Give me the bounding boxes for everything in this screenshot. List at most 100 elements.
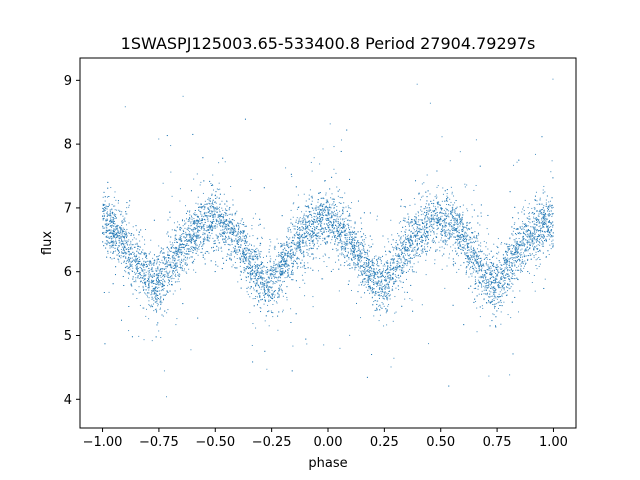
data-point bbox=[180, 236, 182, 238]
data-point bbox=[542, 220, 544, 222]
data-point bbox=[292, 254, 294, 256]
data-point bbox=[141, 251, 143, 253]
data-point bbox=[133, 253, 135, 255]
data-point bbox=[352, 230, 354, 232]
data-point bbox=[411, 243, 413, 245]
data-point bbox=[414, 255, 416, 257]
data-point bbox=[313, 157, 315, 159]
data-point bbox=[504, 267, 506, 269]
data-point bbox=[269, 269, 271, 271]
data-point bbox=[407, 247, 409, 249]
data-point bbox=[518, 238, 520, 239]
data-point bbox=[190, 222, 192, 224]
data-point bbox=[239, 274, 241, 276]
data-point bbox=[305, 232, 307, 234]
data-point bbox=[396, 263, 398, 265]
data-point bbox=[498, 285, 500, 287]
data-point bbox=[174, 235, 176, 237]
data-point bbox=[475, 262, 477, 264]
data-point bbox=[466, 227, 468, 229]
data-point bbox=[357, 242, 359, 244]
data-point bbox=[168, 272, 170, 274]
data-point bbox=[210, 183, 212, 185]
data-point bbox=[480, 269, 482, 271]
data-point bbox=[542, 240, 544, 242]
data-point bbox=[474, 237, 476, 239]
data-point bbox=[366, 252, 368, 254]
data-point bbox=[261, 267, 263, 269]
data-point bbox=[523, 243, 525, 245]
data-point bbox=[530, 230, 532, 232]
data-point bbox=[323, 261, 325, 263]
data-point bbox=[145, 261, 147, 262]
data-point bbox=[442, 193, 444, 195]
data-point bbox=[307, 226, 309, 228]
data-point bbox=[551, 222, 553, 224]
data-point bbox=[413, 198, 415, 200]
data-point bbox=[504, 282, 506, 284]
data-point bbox=[184, 227, 186, 229]
data-point bbox=[488, 233, 490, 235]
data-point bbox=[541, 245, 543, 247]
data-point bbox=[456, 206, 458, 208]
data-point bbox=[141, 236, 143, 238]
data-point bbox=[263, 286, 265, 288]
data-point bbox=[387, 305, 389, 307]
data-point bbox=[178, 276, 180, 278]
data-point bbox=[357, 258, 359, 260]
data-point bbox=[196, 219, 198, 221]
data-point bbox=[532, 239, 534, 241]
data-point bbox=[385, 261, 387, 263]
data-point bbox=[203, 228, 205, 230]
data-point bbox=[178, 224, 180, 226]
data-point bbox=[265, 270, 267, 272]
data-point bbox=[203, 208, 205, 210]
data-point bbox=[530, 238, 532, 240]
data-point bbox=[509, 245, 511, 247]
data-point bbox=[417, 211, 419, 213]
data-point bbox=[182, 95, 184, 97]
data-point bbox=[446, 193, 448, 195]
data-point bbox=[393, 249, 395, 251]
data-point bbox=[178, 239, 180, 241]
data-point bbox=[368, 258, 370, 260]
data-point bbox=[157, 255, 159, 257]
data-point bbox=[128, 253, 130, 255]
data-point bbox=[167, 274, 169, 276]
data-point bbox=[303, 255, 305, 257]
data-point bbox=[518, 259, 520, 261]
data-point bbox=[171, 255, 173, 257]
data-point bbox=[102, 218, 104, 220]
data-point bbox=[443, 209, 445, 211]
data-point bbox=[386, 273, 388, 275]
data-point bbox=[533, 256, 535, 258]
data-point bbox=[111, 208, 113, 210]
data-point bbox=[519, 231, 521, 233]
data-point bbox=[263, 265, 265, 267]
data-point bbox=[423, 208, 425, 210]
data-point bbox=[407, 262, 409, 264]
data-point bbox=[209, 229, 211, 231]
data-point bbox=[332, 268, 334, 270]
data-point bbox=[215, 249, 217, 251]
data-point bbox=[348, 220, 350, 222]
data-point bbox=[376, 219, 378, 221]
data-point bbox=[420, 249, 422, 251]
data-point bbox=[249, 312, 251, 314]
data-point bbox=[254, 251, 256, 253]
data-point bbox=[331, 204, 333, 206]
data-point bbox=[156, 260, 158, 262]
data-point bbox=[537, 215, 539, 217]
data-point bbox=[138, 263, 140, 265]
data-point bbox=[533, 228, 535, 230]
data-point bbox=[388, 241, 390, 243]
data-point bbox=[225, 212, 227, 214]
data-point bbox=[360, 260, 362, 262]
data-point bbox=[421, 220, 423, 222]
data-point bbox=[297, 244, 299, 246]
data-point bbox=[526, 226, 528, 228]
data-point bbox=[106, 227, 108, 229]
data-point bbox=[226, 213, 228, 215]
data-point bbox=[519, 263, 521, 265]
data-point bbox=[298, 232, 300, 234]
